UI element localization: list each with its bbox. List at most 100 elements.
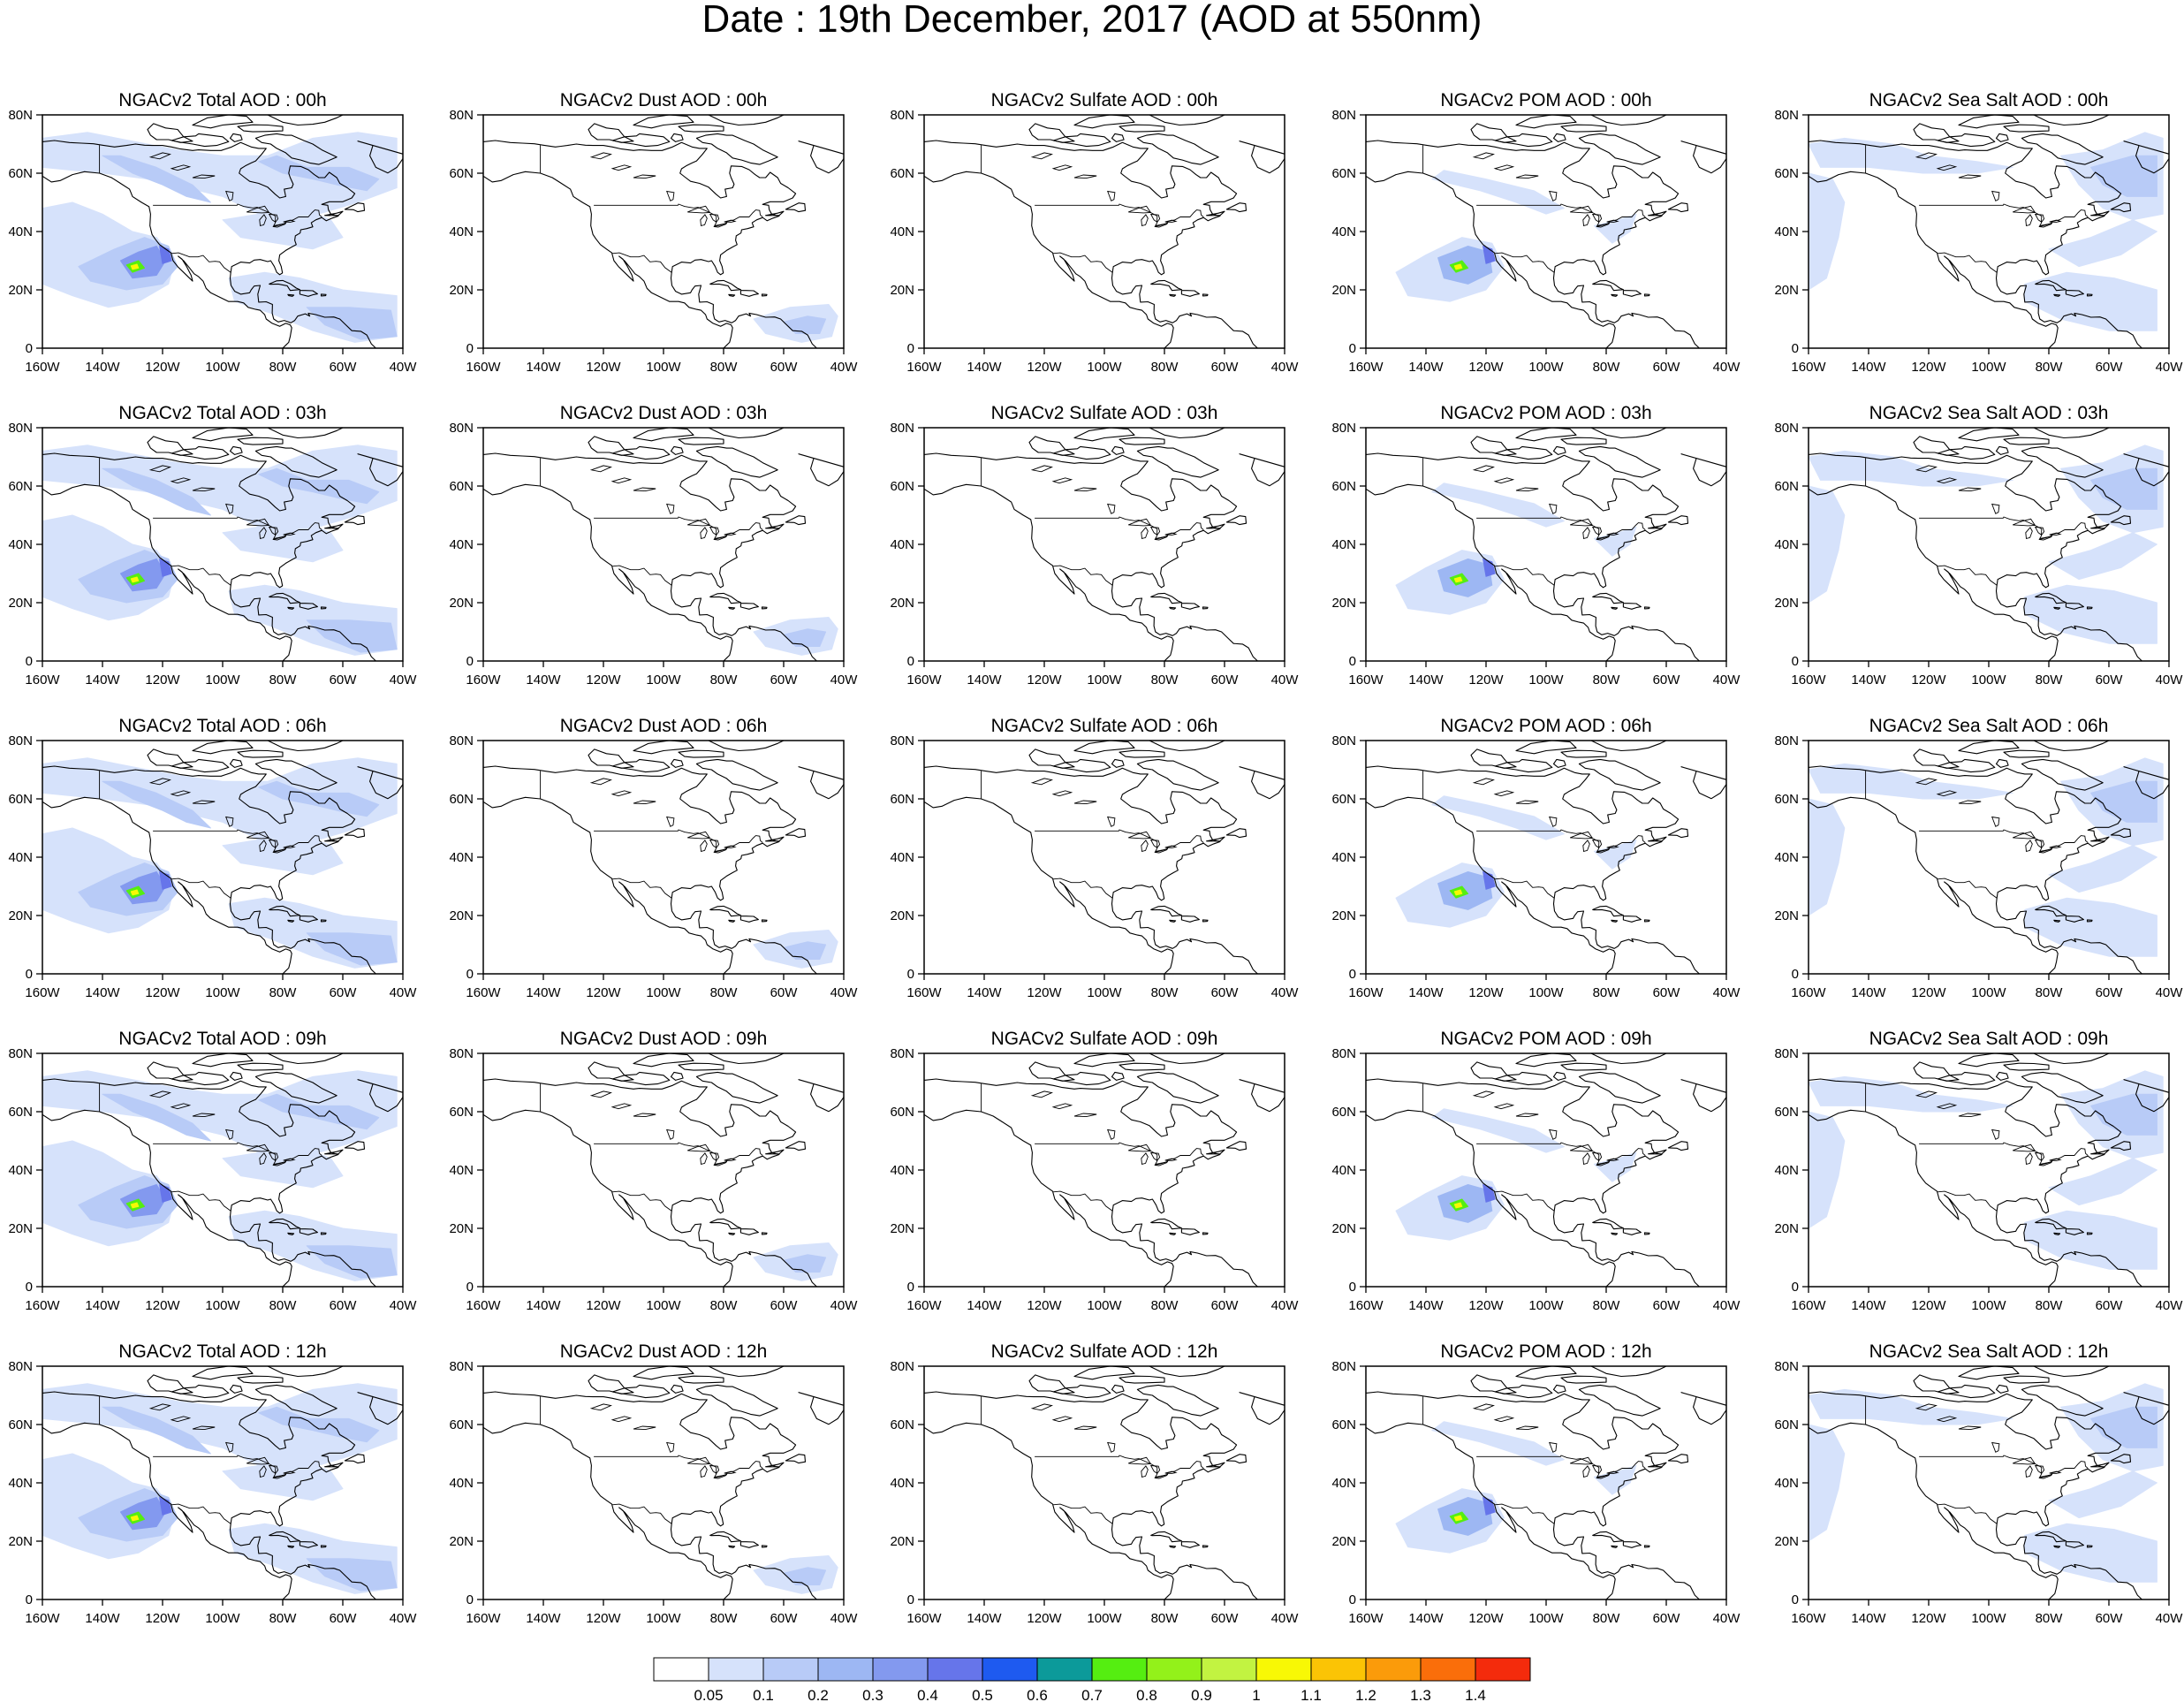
lon-tick-label: 140W xyxy=(526,672,561,688)
lon-tick-label: 100W xyxy=(646,985,681,1000)
colorbar-label: 1.4 xyxy=(1465,1687,1486,1702)
lon-tick-label: 160W xyxy=(25,360,60,375)
lon-tick-label: 80W xyxy=(1593,360,1621,375)
lon-tick-label: 120W xyxy=(1911,360,1946,375)
map-panel-total-4: NGACv2 Total AOD : 12h 80N 60N 40N 20N 0 160W 1… xyxy=(8,1341,417,1626)
map-panel-pom-2: NGACv2 POM AOD : 06h 80N 60N 40N 20N 0 160W 140… xyxy=(1331,716,1740,1000)
lon-tick-label: 40W xyxy=(2156,360,2184,375)
lon-tick-label: 40W xyxy=(2156,985,2184,1000)
lon-tick-label: 100W xyxy=(1528,360,1564,375)
lat-tick-label: 80N xyxy=(1331,1046,1356,1061)
lon-tick-label: 100W xyxy=(205,985,240,1000)
colorbar-swatch xyxy=(653,1657,709,1682)
lat-tick-label: 60N xyxy=(1774,1105,1799,1120)
map-background xyxy=(924,1366,1285,1599)
lon-tick-label: 40W xyxy=(1713,985,1741,1000)
colorbar-label: 0.4 xyxy=(917,1687,938,1702)
lon-tick-label: 140W xyxy=(1408,985,1444,1000)
lat-tick-label: 60N xyxy=(1331,1417,1356,1432)
lat-tick-label: 80N xyxy=(449,1359,474,1374)
lat-tick-label: 80N xyxy=(449,108,474,123)
map-content xyxy=(42,741,403,974)
lon-tick-label: 100W xyxy=(646,672,681,688)
colorbar-label: 0.3 xyxy=(862,1687,883,1702)
panel-title: NGACv2 Total AOD : 12h xyxy=(118,1341,326,1362)
lon-tick-label: 60W xyxy=(1211,1611,1240,1626)
lat-tick-label: 0 xyxy=(26,1280,33,1295)
lon-tick-label: 100W xyxy=(1087,360,1122,375)
map-content xyxy=(924,115,1285,348)
lon-tick-label: 120W xyxy=(145,360,180,375)
panel-title: NGACv2 Total AOD : 03h xyxy=(118,403,326,423)
lon-tick-label: 40W xyxy=(1713,1611,1741,1626)
map-panel-sulfate-2: NGACv2 Sulfate AOD : 06h 80N 60N 40N 20N 0 160… xyxy=(890,716,1299,1000)
lon-tick-label: 80W xyxy=(1151,985,1179,1000)
panel-title: NGACv2 POM AOD : 00h xyxy=(1440,90,1651,110)
lon-tick-label: 160W xyxy=(1791,672,1826,688)
lat-tick-label: 20N xyxy=(1331,283,1356,298)
lat-tick-label: 60N xyxy=(890,792,914,807)
lat-tick-label: 0 xyxy=(1792,654,1799,669)
lon-tick-label: 60W xyxy=(770,1611,799,1626)
lon-tick-label: 80W xyxy=(2036,1298,2064,1313)
lon-tick-label: 160W xyxy=(466,672,501,688)
lon-tick-label: 100W xyxy=(1087,672,1122,688)
lat-tick-label: 0 xyxy=(907,967,914,982)
lat-tick-label: 0 xyxy=(466,341,474,356)
lon-tick-label: 60W xyxy=(2096,1611,2124,1626)
lat-tick-label: 20N xyxy=(1774,283,1799,298)
lat-tick-label: 60N xyxy=(1774,166,1799,181)
map-panel-pom-1: NGACv2 POM AOD : 03h 80N 60N 40N 20N 0 160W 140… xyxy=(1331,403,1740,688)
panel-title: NGACv2 Sea Salt AOD : 09h xyxy=(1869,1029,2109,1049)
lon-tick-label: 120W xyxy=(1468,360,1504,375)
map-panel-dust-4: NGACv2 Dust AOD : 12h 80N 60N 40N 20N 0 160W 14… xyxy=(449,1341,858,1626)
lat-tick-label: 20N xyxy=(8,283,33,298)
lat-tick-label: 20N xyxy=(1331,1221,1356,1236)
lon-tick-label: 140W xyxy=(1851,1298,1886,1313)
lon-tick-label: 80W xyxy=(2036,1611,2064,1626)
lat-tick-label: 20N xyxy=(1331,1534,1356,1549)
map-panel-seasalt-2: NGACv2 Sea Salt AOD : 06h 80N 60N 40N 20N 0 16… xyxy=(1774,716,2183,1000)
lon-tick-label: 160W xyxy=(906,1611,942,1626)
map-panel-sulfate-4: NGACv2 Sulfate AOD : 12h 80N 60N 40N 20N 0 160… xyxy=(890,1341,1299,1626)
lat-tick-label: 60N xyxy=(1774,479,1799,494)
lat-tick-label: 40N xyxy=(1331,850,1356,865)
lon-tick-label: 100W xyxy=(1971,1611,2006,1626)
map-content xyxy=(1809,115,2169,348)
lat-tick-label: 80N xyxy=(449,733,474,748)
colorbar-label: 0.1 xyxy=(753,1687,774,1702)
lat-tick-label: 0 xyxy=(1349,1592,1356,1607)
lon-tick-label: 100W xyxy=(1528,1611,1564,1626)
map-background xyxy=(924,741,1285,974)
colorbar-swatch xyxy=(1091,1657,1148,1682)
lat-tick-label: 80N xyxy=(1774,733,1799,748)
colorbar-swatch xyxy=(872,1657,929,1682)
map-content xyxy=(42,115,403,348)
lon-tick-label: 160W xyxy=(25,1611,60,1626)
map-background xyxy=(924,1053,1285,1287)
map-content xyxy=(1809,1053,2169,1287)
lat-tick-label: 20N xyxy=(449,1221,474,1236)
lon-tick-label: 140W xyxy=(1851,985,1886,1000)
lon-tick-label: 140W xyxy=(1408,360,1444,375)
colorbar-label: 0.5 xyxy=(972,1687,993,1702)
lon-tick-label: 60W xyxy=(330,360,358,375)
lon-tick-label: 80W xyxy=(1593,985,1621,1000)
map-content xyxy=(1809,741,2169,974)
lon-tick-label: 120W xyxy=(145,672,180,688)
lon-tick-label: 120W xyxy=(1027,985,1062,1000)
map-panel-total-3: NGACv2 Total AOD : 09h 80N 60N 40N 20N 0 160W 1… xyxy=(8,1029,417,1313)
lon-tick-label: 120W xyxy=(586,360,621,375)
lat-tick-label: 60N xyxy=(449,792,474,807)
map-panel-sulfate-1: NGACv2 Sulfate AOD : 03h 80N 60N 40N 20N 0 160… xyxy=(890,403,1299,688)
lat-tick-label: 40N xyxy=(1331,224,1356,239)
lat-tick-label: 80N xyxy=(890,733,914,748)
lat-tick-label: 60N xyxy=(890,1105,914,1120)
panel-title: NGACv2 Dust AOD : 06h xyxy=(560,716,768,736)
colorbar-swatch xyxy=(708,1657,764,1682)
lon-tick-label: 80W xyxy=(269,672,298,688)
lon-tick-label: 80W xyxy=(269,360,298,375)
lat-tick-label: 40N xyxy=(890,850,914,865)
lon-tick-label: 80W xyxy=(269,1611,298,1626)
